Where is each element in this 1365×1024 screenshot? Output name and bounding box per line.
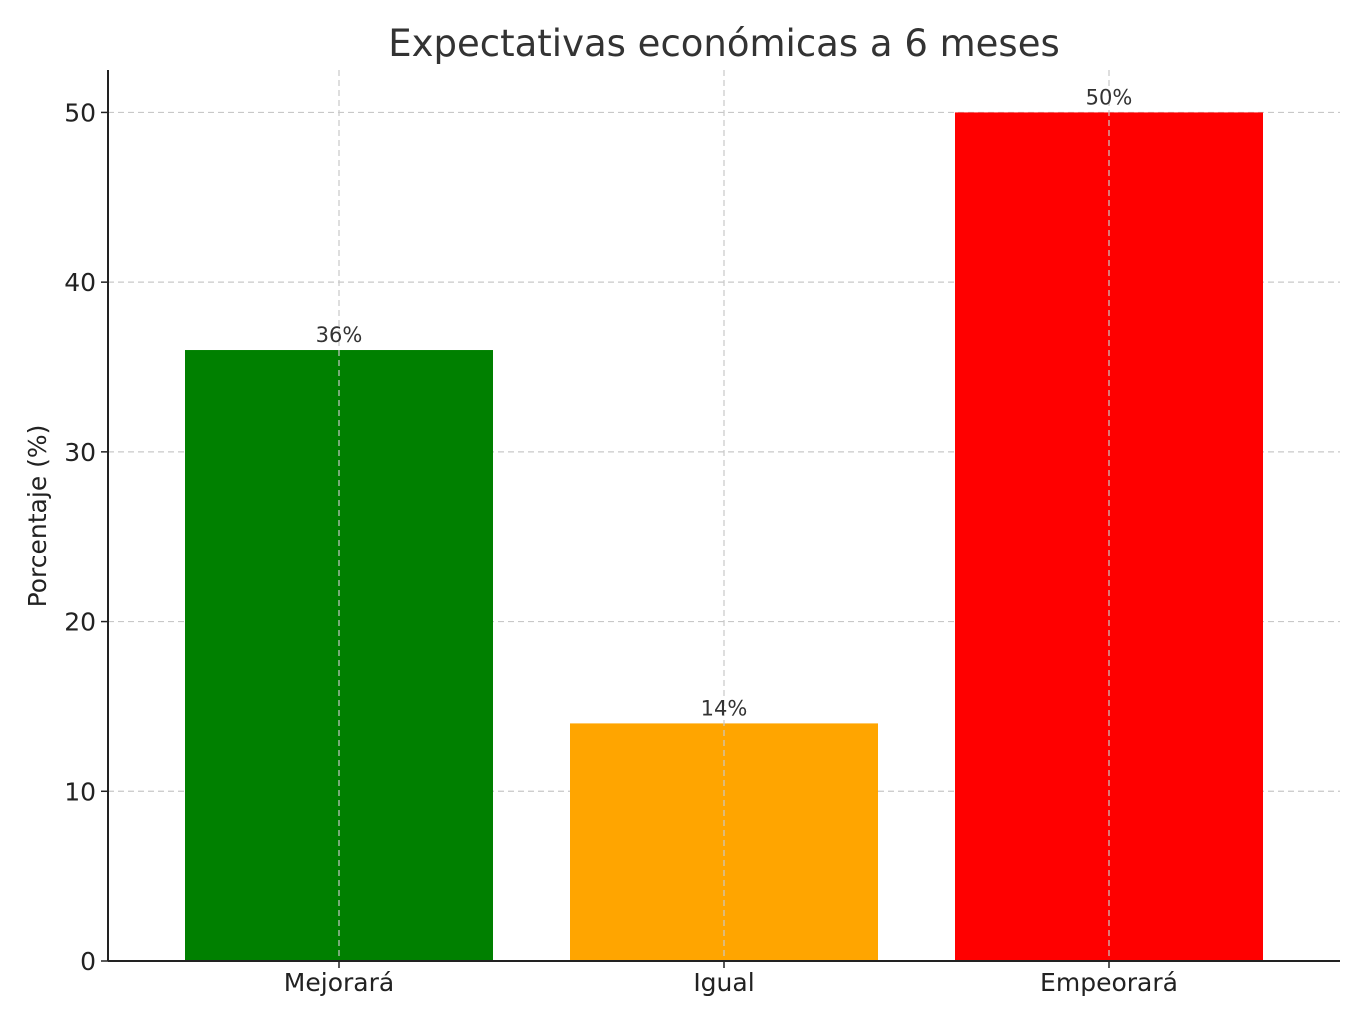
data-labels: 36% 14% 50% xyxy=(316,85,1133,720)
y-tick-label: 0 xyxy=(80,947,96,976)
y-tick-label: 30 xyxy=(64,438,96,467)
y-axis-ticks: 0 10 20 30 40 50 xyxy=(64,98,108,976)
chart-title: Expectativas económicas a 6 meses xyxy=(388,22,1060,65)
y-tick-label: 10 xyxy=(64,777,96,806)
x-tick-label: Mejorará xyxy=(284,968,394,997)
y-tick-label: 20 xyxy=(64,608,96,637)
data-label: 36% xyxy=(316,323,363,347)
x-tick-label: Igual xyxy=(693,968,754,997)
x-tick-label: Empeorará xyxy=(1040,968,1178,997)
y-axis-label: Porcentaje (%) xyxy=(23,425,52,608)
data-label: 50% xyxy=(1086,85,1133,109)
y-tick-label: 50 xyxy=(64,98,96,127)
data-label: 14% xyxy=(701,696,748,720)
x-axis-ticks: Mejorará Igual Empeorará xyxy=(284,961,1178,997)
x-gridlines xyxy=(338,70,1110,961)
y-tick-label: 40 xyxy=(64,268,96,297)
